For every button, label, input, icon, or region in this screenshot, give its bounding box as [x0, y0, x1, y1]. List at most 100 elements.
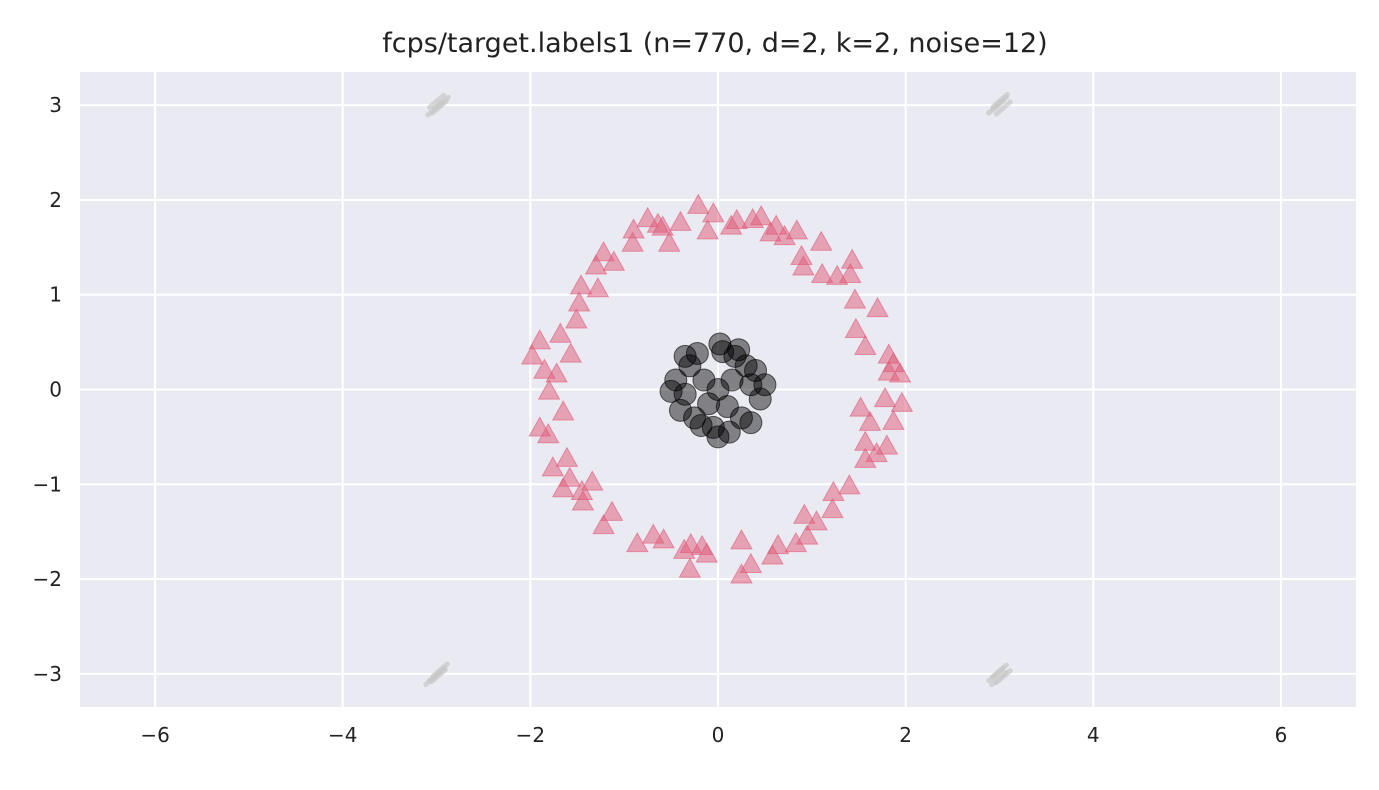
- ring-point: [730, 563, 753, 584]
- center-point: [697, 392, 721, 416]
- ring-point: [626, 531, 649, 553]
- chart-title: fcps/target.labels1 (n=770, d=2, k=2, no…: [382, 28, 1047, 59]
- ring-point: [790, 244, 813, 266]
- ring-point: [541, 456, 565, 477]
- x-tick-label: −6: [140, 723, 169, 747]
- x-tick-label: 4: [1087, 723, 1100, 747]
- ring-point: [555, 446, 579, 467]
- ring-point: [621, 231, 644, 252]
- center-point: [727, 338, 751, 362]
- ring-point: [565, 308, 588, 329]
- ring-point: [536, 422, 560, 444]
- center-point: [664, 368, 688, 392]
- ring-point: [696, 219, 719, 240]
- noise-point: [425, 100, 445, 118]
- x-tick-label: −2: [516, 723, 545, 747]
- ring-point: [844, 317, 868, 338]
- noise-point: [428, 667, 448, 685]
- center-point: [748, 387, 772, 411]
- center-point: [720, 368, 744, 392]
- ring-point: [882, 409, 905, 430]
- ring-point: [793, 503, 816, 524]
- ring-point: [854, 334, 877, 356]
- y-tick-label: 2: [49, 188, 62, 212]
- center-point: [739, 373, 763, 397]
- ring-point: [749, 204, 773, 226]
- ring-point: [866, 296, 889, 318]
- ring-point: [761, 544, 784, 565]
- ring-point: [730, 529, 753, 550]
- ring-point: [888, 362, 912, 383]
- ring-point: [739, 552, 763, 574]
- ring-point: [528, 329, 552, 350]
- ring-point: [890, 391, 914, 412]
- ring-point: [854, 447, 877, 468]
- noise-point: [993, 99, 1013, 117]
- ring-point: [652, 528, 675, 549]
- ring-point: [636, 206, 659, 228]
- y-tick-label: −1: [33, 472, 62, 496]
- ring-point: [567, 291, 591, 312]
- ring-point: [551, 476, 575, 498]
- ring-point: [551, 400, 575, 421]
- grid-lines: [80, 72, 1356, 707]
- ring-point: [571, 490, 595, 511]
- y-tick-label: −3: [33, 662, 62, 686]
- center-point: [668, 398, 692, 422]
- ring-point: [858, 410, 882, 431]
- noise-point: [989, 670, 1009, 688]
- ring-point: [792, 255, 815, 276]
- x-tick-label: 0: [712, 723, 725, 747]
- center-point: [708, 332, 732, 356]
- ring-point: [873, 386, 897, 408]
- ring-point: [843, 288, 867, 309]
- ring-point: [537, 379, 561, 400]
- ring-point: [559, 342, 582, 363]
- y-tick-label: 1: [49, 283, 62, 307]
- y-tick-label: 3: [49, 93, 62, 117]
- ring-point: [809, 230, 833, 251]
- ring-point: [838, 474, 861, 495]
- ring-point: [569, 274, 593, 295]
- center-point: [659, 379, 683, 403]
- noise-point: [990, 91, 1010, 109]
- ring-point: [669, 210, 692, 231]
- ring-point: [695, 542, 719, 563]
- tick-labels: −6 −4 −2 0 2 4 6 −3 −2 −1 0 1 2 3: [33, 93, 1288, 747]
- ring-point: [570, 479, 594, 501]
- x-tick-label: −4: [328, 723, 357, 747]
- center-point: [692, 368, 716, 392]
- center-point: [715, 395, 739, 419]
- ring-point: [795, 524, 819, 545]
- ring-point: [810, 262, 834, 284]
- center-point: [739, 411, 763, 435]
- ring-point: [580, 470, 604, 491]
- center-point: [744, 359, 768, 383]
- center-point: [753, 373, 777, 397]
- center-point: [706, 425, 730, 449]
- ring-point: [840, 248, 864, 269]
- ring-point: [805, 510, 828, 531]
- ring-point: [849, 396, 872, 417]
- center-point: [689, 414, 713, 438]
- ring-point: [657, 231, 681, 252]
- ring-point: [592, 513, 615, 535]
- ring-point: [520, 344, 544, 365]
- ring-point: [584, 254, 608, 275]
- center-point: [673, 344, 697, 368]
- y-tick-label: 0: [49, 378, 62, 402]
- ring-point: [764, 214, 788, 235]
- ring-point: [600, 500, 624, 521]
- ring-point: [854, 430, 877, 451]
- x-tick-label: 2: [899, 723, 912, 747]
- center-point: [723, 344, 747, 368]
- ring-point: [838, 262, 862, 284]
- ring-point: [785, 219, 809, 240]
- noise-point: [427, 92, 447, 110]
- ring-point: [719, 214, 743, 235]
- ring-point: [586, 277, 610, 298]
- center-point: [683, 406, 707, 430]
- ring-point: [678, 557, 702, 578]
